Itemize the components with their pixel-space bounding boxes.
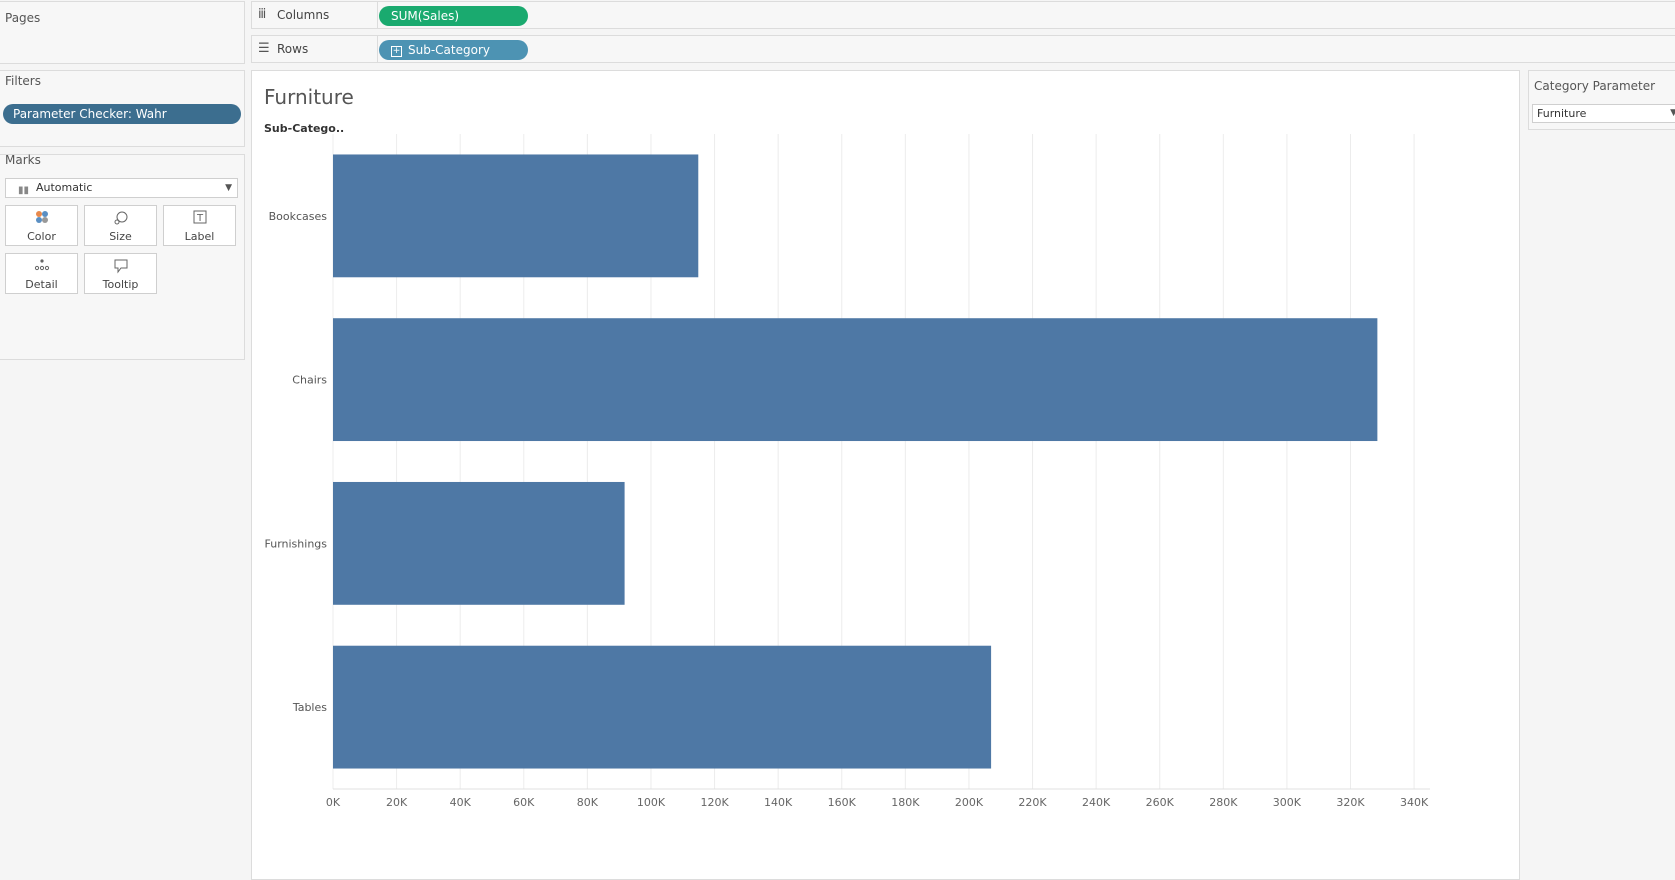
x-tick-label: 0K bbox=[326, 796, 341, 809]
color-card-label: Color bbox=[27, 230, 56, 243]
x-tick-label: 220K bbox=[1018, 796, 1047, 809]
rows-icon: ☰ bbox=[258, 41, 270, 56]
tooltip-icon bbox=[85, 258, 156, 278]
x-tick-label: 280K bbox=[1209, 796, 1238, 809]
sub-category-pill-label: Sub-Category bbox=[408, 43, 490, 57]
filters-panel: Filters Parameter Checker: Wahr bbox=[0, 70, 245, 147]
rows-shelf[interactable]: ☰ Rows + Sub-Category bbox=[251, 35, 1675, 63]
x-tick-label: 200K bbox=[955, 796, 984, 809]
shelf-divider bbox=[377, 2, 378, 28]
rows-label: Rows bbox=[277, 42, 309, 56]
bar-chart-icon: ▮▮ bbox=[18, 185, 30, 196]
x-tick-label: 20K bbox=[386, 796, 408, 809]
size-icon bbox=[85, 210, 156, 230]
label-card-label: Label bbox=[184, 230, 215, 243]
chevron-down-icon: ▼ bbox=[225, 183, 232, 193]
x-tick-label: 40K bbox=[450, 796, 472, 809]
x-tick-label: 100K bbox=[637, 796, 666, 809]
pages-title: Pages bbox=[5, 11, 41, 25]
category-label[interactable]: Furnishings bbox=[265, 537, 328, 550]
filters-title: Filters bbox=[5, 74, 41, 88]
pages-panel: Pages bbox=[0, 1, 245, 64]
shelf-divider bbox=[377, 36, 378, 62]
x-tick-label: 160K bbox=[828, 796, 857, 809]
parameter-panel: Category Parameter Furniture ▼ bbox=[1528, 70, 1675, 130]
x-tick-label: 300K bbox=[1273, 796, 1302, 809]
bar-furnishings[interactable] bbox=[333, 481, 625, 605]
label-card[interactable]: T Label bbox=[163, 205, 236, 246]
category-label[interactable]: Bookcases bbox=[269, 210, 328, 223]
chevron-down-icon: ▼ bbox=[1670, 108, 1675, 118]
color-card[interactable]: Color bbox=[5, 205, 78, 246]
tooltip-card-label: Tooltip bbox=[102, 278, 139, 291]
tooltip-card[interactable]: Tooltip bbox=[84, 253, 157, 294]
bar-bookcases[interactable] bbox=[333, 154, 699, 278]
marks-title: Marks bbox=[5, 153, 41, 167]
filter-pill[interactable]: Parameter Checker: Wahr bbox=[3, 104, 241, 124]
category-label[interactable]: Chairs bbox=[292, 374, 327, 387]
size-card[interactable]: Size bbox=[84, 205, 157, 246]
columns-shelf[interactable]: ⅲ Columns SUM(Sales) bbox=[251, 1, 1675, 29]
parameter-title: Category Parameter bbox=[1534, 79, 1656, 93]
x-tick-label: 80K bbox=[577, 796, 599, 809]
sub-category-pill[interactable]: + Sub-Category bbox=[379, 40, 528, 60]
x-tick-label: 60K bbox=[513, 796, 535, 809]
expand-icon: + bbox=[391, 46, 402, 57]
x-tick-label: 320K bbox=[1336, 796, 1365, 809]
columns-label: Columns bbox=[277, 8, 330, 22]
bar-chart: 0K 20K 40K 60K 80K 100K 120K 140K 160K 180K 200K 22… bbox=[265, 134, 1430, 809]
detail-card-label: Detail bbox=[25, 278, 58, 291]
mark-type-label: Automatic bbox=[36, 181, 93, 194]
bar-chairs[interactable] bbox=[333, 318, 1378, 442]
x-tick-label: 180K bbox=[891, 796, 920, 809]
sub-category-header[interactable]: Sub-Catego.. bbox=[264, 122, 345, 135]
svg-text:T: T bbox=[196, 213, 204, 224]
columns-icon: ⅲ bbox=[258, 7, 267, 22]
bar-tables[interactable] bbox=[333, 645, 992, 769]
marks-panel: Marks ▮▮ Automatic ▼ Color Size T Label … bbox=[0, 153, 245, 360]
viz-title: Furniture bbox=[264, 85, 354, 109]
label-icon: T bbox=[164, 210, 235, 230]
category-parameter-select[interactable]: Furniture ▼ bbox=[1532, 104, 1675, 123]
x-tick-label: 140K bbox=[764, 796, 793, 809]
sum-sales-pill[interactable]: SUM(Sales) bbox=[379, 6, 528, 26]
mark-type-dropdown[interactable]: ▮▮ Automatic ▼ bbox=[5, 178, 238, 198]
size-card-label: Size bbox=[109, 230, 132, 243]
color-icon bbox=[6, 210, 77, 230]
x-tick-label: 340K bbox=[1400, 796, 1429, 809]
x-tick-label: 240K bbox=[1082, 796, 1111, 809]
x-tick-label: 120K bbox=[700, 796, 729, 809]
detail-icon bbox=[6, 258, 77, 278]
parameter-value: Furniture bbox=[1537, 107, 1587, 120]
detail-card[interactable]: Detail bbox=[5, 253, 78, 294]
category-label[interactable]: Tables bbox=[292, 701, 327, 714]
chart-panel: Furniture Sub-Catego.. 0K 20K 40K 60K 80K 100… bbox=[251, 70, 1520, 880]
x-tick-label: 260K bbox=[1146, 796, 1175, 809]
